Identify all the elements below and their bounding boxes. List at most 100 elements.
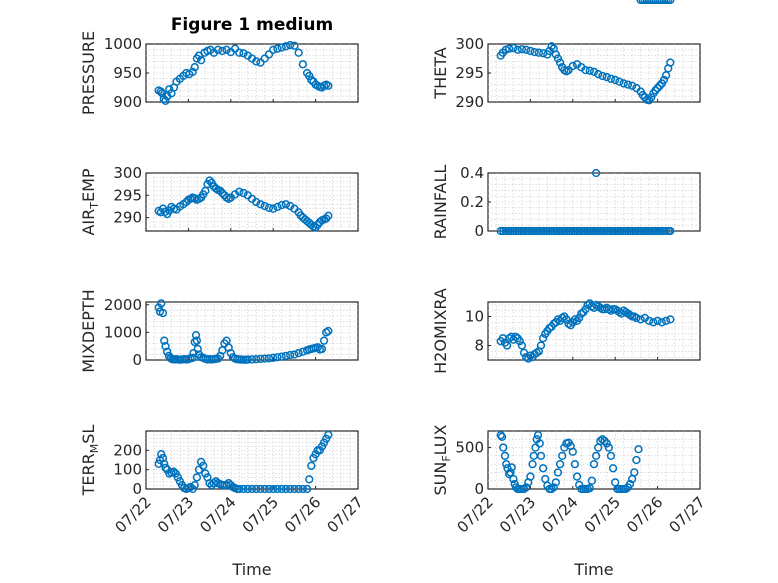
data-point <box>169 467 178 476</box>
data-point <box>165 85 174 94</box>
data-point <box>509 226 518 236</box>
data-point <box>158 453 168 463</box>
data-point <box>634 445 643 454</box>
data-point <box>659 75 669 85</box>
data-point <box>547 42 556 51</box>
data-point <box>545 46 554 56</box>
data-point <box>193 344 202 354</box>
data-point <box>186 482 195 492</box>
data-point <box>226 348 235 358</box>
data-point <box>567 226 577 236</box>
data-point <box>558 451 567 461</box>
data-point <box>570 226 579 236</box>
data-point <box>565 226 574 236</box>
figure-title: Figure 1 medium <box>171 15 333 35</box>
y-tick-label: 290 <box>113 209 142 227</box>
subplot-h2omixra: 8 10 H2OMIXRA <box>431 288 701 374</box>
data-point <box>269 484 278 494</box>
data-point <box>273 484 282 494</box>
data-point <box>619 79 628 88</box>
data-point <box>260 354 269 363</box>
data-point <box>506 226 516 236</box>
data-point <box>154 459 163 469</box>
data-point <box>157 450 166 459</box>
data-point <box>641 226 650 236</box>
data-point <box>621 484 630 494</box>
data-point <box>651 86 660 95</box>
subplot-theta: 290 295 300 THETA <box>431 35 701 111</box>
y-tick-label: 100 <box>113 461 142 479</box>
y-tick-label: 2000 <box>104 296 142 314</box>
y-tick-label: 950 <box>113 64 142 82</box>
data-point <box>502 341 512 350</box>
data-point <box>589 459 599 469</box>
data-point <box>191 330 201 340</box>
data-point <box>549 226 559 236</box>
data-point <box>256 484 265 494</box>
data-point <box>587 476 597 485</box>
y-axis-label-mixdepth: MIXDEPTH <box>79 289 98 372</box>
data-point <box>196 56 206 65</box>
data-point <box>154 303 163 312</box>
data-point <box>631 226 640 236</box>
data-point <box>235 48 244 57</box>
data-point <box>218 188 227 198</box>
data-point <box>235 484 244 494</box>
data-point <box>239 188 248 198</box>
data-point <box>252 355 261 364</box>
data-point <box>666 58 675 67</box>
data-point <box>256 200 265 209</box>
data-point <box>628 226 638 236</box>
data-point <box>611 226 620 236</box>
data-point <box>605 226 615 236</box>
data-point <box>644 226 653 236</box>
data-point <box>163 347 172 356</box>
data-point <box>277 352 286 361</box>
data-point <box>188 353 197 362</box>
data-point <box>522 45 531 54</box>
data-point <box>496 226 505 236</box>
data-point <box>247 484 257 494</box>
data-point <box>568 61 577 71</box>
data-point <box>537 226 546 236</box>
y-tick-label: 295 <box>113 186 142 204</box>
data-point <box>575 226 584 236</box>
data-point <box>256 354 265 364</box>
data-point <box>600 226 610 236</box>
data-point <box>583 226 592 236</box>
data-point <box>286 484 295 494</box>
y-axis-label-main: H2OMIXRA <box>431 288 450 374</box>
data-point <box>264 354 274 363</box>
data-point <box>649 226 658 236</box>
data-point <box>161 96 170 105</box>
y-axis-label-subscript: M <box>88 444 101 454</box>
data-point <box>513 45 522 54</box>
y-tick-label: 0 <box>132 351 142 369</box>
data-point <box>243 484 252 494</box>
subplot-mixdepth: 0 1000 2000 MIXDEPTH <box>79 289 359 373</box>
data-point <box>252 484 261 494</box>
data-point <box>522 226 531 236</box>
data-point <box>281 42 291 51</box>
data-point <box>526 46 535 56</box>
data-point <box>603 226 612 236</box>
data-point <box>324 430 333 440</box>
data-point <box>160 207 170 216</box>
data-point <box>161 342 170 351</box>
data-point <box>657 318 666 327</box>
data-point <box>307 461 316 470</box>
x-axis-label-right: Time <box>573 560 613 579</box>
data-point <box>500 451 510 461</box>
y-axis-label-theta: THETA <box>431 47 450 99</box>
data-point <box>647 93 656 102</box>
data-point <box>591 451 601 461</box>
data-point <box>509 43 518 53</box>
data-point <box>636 226 645 236</box>
data-point <box>496 430 505 440</box>
data-point <box>222 45 231 54</box>
data-point <box>628 81 637 90</box>
data-point <box>534 226 544 236</box>
data-point <box>606 74 616 83</box>
data-point <box>585 226 594 236</box>
data-point <box>535 439 544 448</box>
